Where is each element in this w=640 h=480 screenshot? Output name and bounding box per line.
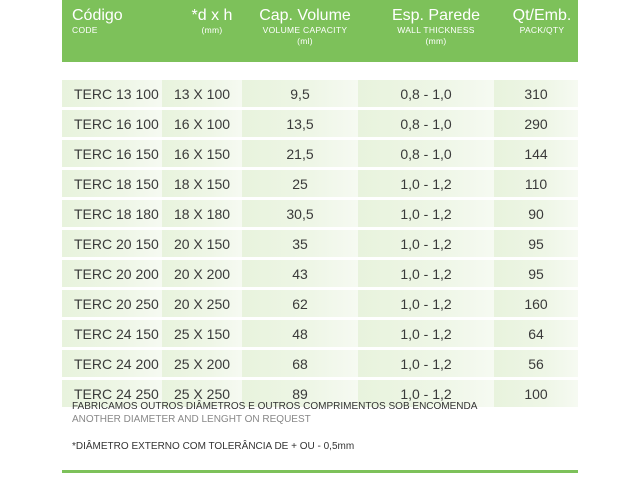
- header-wall-title: Esp. Parede: [391, 7, 481, 24]
- cell-dimensions: 18 X 150: [162, 170, 242, 197]
- cell-dimensions: 25 X 150: [162, 320, 242, 347]
- cell-code: TERC 20 200: [62, 260, 162, 287]
- cell-code: TERC 18 180: [62, 200, 162, 227]
- header-code: Código CODE: [72, 7, 123, 36]
- header-code-title: Código: [72, 7, 123, 24]
- header-volume-title: Cap. Volume: [259, 7, 351, 24]
- table-row: TERC 20 200 20 X 200 43 1,0 - 1,2 95: [62, 260, 578, 287]
- cell-code: TERC 24 200: [62, 350, 162, 377]
- note-diameter-tolerance: *DIÂMETRO EXTERNO COM TOLERÂNCIA DE + OU…: [72, 441, 355, 452]
- cell-dimensions: 20 X 150: [162, 230, 242, 257]
- cell-code: TERC 24 250: [62, 380, 162, 407]
- cell-wall: 0,8 - 1,0: [358, 80, 494, 107]
- table-row: TERC 20 250 20 X 250 62 1,0 - 1,2 160: [62, 290, 578, 317]
- cell-wall: 1,0 - 1,2: [358, 170, 494, 197]
- table-header: Código CODE *d x h (mm) Cap. Volume VOLU…: [62, 0, 578, 62]
- header-spacer: [62, 62, 578, 80]
- cell-volume: 62: [242, 290, 358, 317]
- table-row: TERC 16 150 16 X 150 21,5 0,8 - 1,0 144: [62, 140, 578, 167]
- table-row: TERC 24 250 25 X 250 89 1,0 - 1,2 100: [62, 380, 578, 407]
- table-row: TERC 18 150 18 X 150 25 1,0 - 1,2 110: [62, 170, 578, 197]
- cell-qty: 110: [494, 170, 578, 197]
- cell-qty: 95: [494, 260, 578, 287]
- cell-code: TERC 24 150: [62, 320, 162, 347]
- header-code-subtitle: CODE: [72, 25, 98, 35]
- cell-volume: 30,5: [242, 200, 358, 227]
- cell-dimensions: 20 X 200: [162, 260, 242, 287]
- cell-wall: 1,0 - 1,2: [358, 290, 494, 317]
- cell-volume: 48: [242, 320, 358, 347]
- cell-volume: 21,5: [242, 140, 358, 167]
- footer-divider: [62, 470, 578, 473]
- cell-code: TERC 16 150: [62, 140, 162, 167]
- cell-volume: 43: [242, 260, 358, 287]
- header-wall: Esp. Parede WALL THICKNESS (mm): [378, 7, 494, 47]
- header-qty-title: Qt/Emb.: [512, 7, 572, 24]
- cell-wall: 1,0 - 1,2: [358, 320, 494, 347]
- cell-qty: 56: [494, 350, 578, 377]
- cell-dimensions: 13 X 100: [162, 80, 242, 107]
- table-row: TERC 24 200 25 X 200 68 1,0 - 1,2 56: [62, 350, 578, 377]
- header-dimensions: *d x h (mm): [172, 7, 252, 36]
- cell-wall: 1,0 - 1,2: [358, 380, 494, 407]
- note-custom-sizes-pt: FABRICAMOS OUTROS DIÂMETROS E OUTROS COM…: [72, 401, 478, 412]
- cell-code: TERC 20 150: [62, 230, 162, 257]
- cell-code: TERC 13 100: [62, 80, 162, 107]
- cell-wall: 0,8 - 1,0: [358, 140, 494, 167]
- cell-wall: 1,0 - 1,2: [358, 260, 494, 287]
- cell-volume: 35: [242, 230, 358, 257]
- cell-volume: 25: [242, 170, 358, 197]
- header-qty: Qt/Emb. PACK/QTY: [504, 7, 580, 36]
- cell-dimensions: 20 X 250: [162, 290, 242, 317]
- cell-volume: 13,5: [242, 110, 358, 137]
- cell-wall: 0,8 - 1,0: [358, 110, 494, 137]
- table-row: TERC 16 100 16 X 100 13,5 0,8 - 1,0 290: [62, 110, 578, 137]
- cell-qty: 64: [494, 320, 578, 347]
- cell-qty: 310: [494, 80, 578, 107]
- table-row: TERC 20 150 20 X 150 35 1,0 - 1,2 95: [62, 230, 578, 257]
- cell-qty: 144: [494, 140, 578, 167]
- header-wall-unit: (mm): [425, 36, 447, 46]
- header-volume-unit: (ml): [297, 36, 313, 46]
- table-row: TERC 18 180 18 X 180 30,5 1,0 - 1,2 90: [62, 200, 578, 227]
- cell-qty: 95: [494, 230, 578, 257]
- table-row: TERC 24 150 25 X 150 48 1,0 - 1,2 64: [62, 320, 578, 347]
- cell-wall: 1,0 - 1,2: [358, 200, 494, 227]
- cell-dimensions: 18 X 180: [162, 200, 242, 227]
- table-row: TERC 13 100 13 X 100 9,5 0,8 - 1,0 310: [62, 80, 578, 107]
- cell-dimensions: 25 X 250: [162, 380, 242, 407]
- product-table: TERC 13 100 13 X 100 9,5 0,8 - 1,0 310 T…: [62, 77, 578, 410]
- cell-qty: 90: [494, 200, 578, 227]
- note-custom-sizes-en: ANOTHER DIAMETER AND LENGHT ON REQUEST: [72, 414, 311, 425]
- header-volume-subtitle: VOLUME CAPACITY: [262, 25, 348, 35]
- cell-code: TERC 20 250: [62, 290, 162, 317]
- cell-volume: 68: [242, 350, 358, 377]
- header-dimensions-subtitle: (mm): [201, 25, 223, 35]
- cell-code: TERC 16 100: [62, 110, 162, 137]
- cell-wall: 1,0 - 1,2: [358, 230, 494, 257]
- footnotes: FABRICAMOS OUTROS DIÂMETROS E OUTROS COM…: [72, 400, 477, 453]
- cell-wall: 1,0 - 1,2: [358, 350, 494, 377]
- cell-dimensions: 16 X 150: [162, 140, 242, 167]
- cell-dimensions: 16 X 100: [162, 110, 242, 137]
- cell-dimensions: 25 X 200: [162, 350, 242, 377]
- cell-qty: 100: [494, 380, 578, 407]
- header-qty-subtitle: PACK/QTY: [519, 25, 565, 35]
- cell-qty: 290: [494, 110, 578, 137]
- header-dimensions-title: *d x h: [191, 7, 233, 24]
- header-wall-subtitle: WALL THICKNESS: [397, 25, 475, 35]
- cell-code: TERC 18 150: [62, 170, 162, 197]
- cell-qty: 160: [494, 290, 578, 317]
- header-volume: Cap. Volume VOLUME CAPACITY (ml): [252, 7, 358, 47]
- cell-volume: 9,5: [242, 80, 358, 107]
- cell-volume: 89: [242, 380, 358, 407]
